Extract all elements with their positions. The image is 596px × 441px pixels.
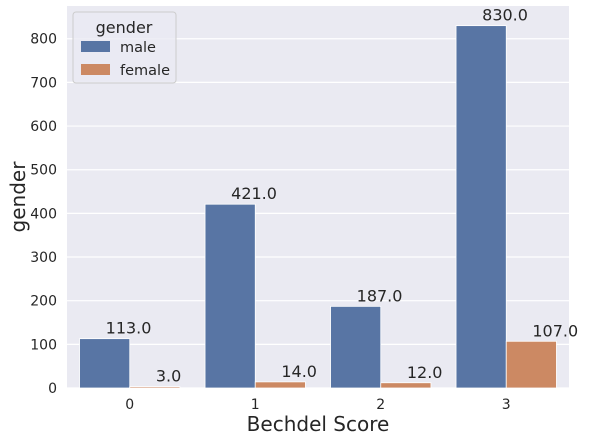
x-tick-label: 2 — [376, 397, 385, 413]
y-tick-label: 400 — [30, 206, 57, 222]
x-tick-label: 1 — [251, 397, 260, 413]
y-tick-label: 0 — [48, 381, 57, 397]
y-tick-label: 100 — [30, 337, 57, 353]
data-label-male-0: 113.0 — [106, 319, 152, 338]
bar-female-0 — [129, 386, 181, 389]
data-labels: 113.0 3.0 421.0 14.0 187.0 12.0 830.0 107.0 — [106, 6, 579, 386]
x-tick-label: 3 — [502, 397, 511, 413]
data-label-female-0: 3.0 — [156, 367, 181, 386]
bars — [79, 25, 557, 389]
bar-female-3 — [505, 340, 557, 389]
data-label-female-3: 107.0 — [532, 321, 578, 340]
data-label-male-1: 421.0 — [231, 184, 277, 203]
data-label-female-1: 14.0 — [281, 362, 317, 381]
data-label-female-2: 12.0 — [407, 363, 443, 382]
legend-label-male: male — [120, 40, 156, 56]
legend-label-female: female — [120, 63, 170, 79]
legend-swatch-female — [81, 64, 110, 75]
data-label-male-3: 830.0 — [482, 6, 528, 25]
y-axis-label: gender — [6, 161, 30, 233]
data-label-male-2: 187.0 — [357, 286, 403, 305]
bar-female-1 — [254, 381, 306, 389]
y-tick-label: 700 — [30, 75, 57, 91]
x-axis-label: Bechdel Score — [247, 412, 390, 436]
y-tick-label: 300 — [30, 250, 57, 266]
x-tick-label: 0 — [125, 397, 134, 413]
bar-male-0 — [79, 338, 131, 389]
x-axis-ticks: 0 1 2 3 — [125, 397, 510, 413]
y-tick-label: 600 — [30, 119, 57, 135]
y-axis-ticks: 0 100 200 300 400 500 600 700 800 — [30, 32, 57, 397]
y-tick-label: 800 — [30, 32, 57, 48]
legend-title: gender — [96, 18, 153, 37]
bar-male-2 — [330, 305, 382, 389]
y-tick-label: 500 — [30, 163, 57, 179]
legend-swatch-male — [81, 41, 110, 52]
bar-female-2 — [380, 382, 432, 389]
y-tick-label: 200 — [30, 294, 57, 310]
bar-male-1 — [204, 203, 256, 389]
bar-male-3 — [455, 25, 507, 389]
legend: gender male female — [72, 11, 177, 84]
